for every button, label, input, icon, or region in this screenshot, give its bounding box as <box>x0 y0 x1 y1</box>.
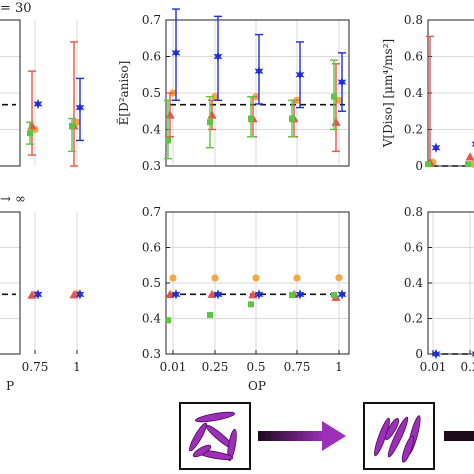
rod <box>194 411 236 423</box>
ylabel-text: Ẽ[D²aniso] <box>116 61 131 126</box>
data-point-circle <box>335 274 343 282</box>
x-tick-label: 0.01 <box>420 360 447 374</box>
chart-bottom-left: 0.75 1 <box>0 211 85 374</box>
data-point-star <box>75 102 85 113</box>
data-point-circle <box>335 96 343 104</box>
x-tick-label: 1 <box>73 360 81 374</box>
data-point-square <box>165 137 171 144</box>
ylabel-top-right: V[Diso] [μm⁴/ms²] <box>381 39 395 148</box>
data-point-star <box>254 65 264 77</box>
rod <box>227 428 237 462</box>
y-tick-label: 0.8 <box>404 13 423 27</box>
y-tick-label: 0.5 <box>142 86 161 100</box>
y-tick-label: 0.7 <box>142 13 161 27</box>
aligned-box <box>363 402 435 470</box>
data-point-star <box>75 289 85 300</box>
plot-frame <box>0 211 21 355</box>
data-point-star <box>337 289 347 300</box>
chart-top-left <box>0 19 85 167</box>
x-tick-label: 0.25 <box>202 360 229 374</box>
data-point-square <box>289 292 295 299</box>
y-tick-label: 0.6 <box>142 50 161 64</box>
data-point-star <box>295 69 305 80</box>
data-point-circle <box>211 93 219 101</box>
y-tick-label: 0.3 <box>142 347 161 361</box>
y-tick-label: 0 <box>415 159 423 173</box>
y-tick-label: 0.2 <box>404 312 423 326</box>
data-point-star <box>33 98 43 110</box>
data-point-square <box>69 122 75 129</box>
data-point-star <box>33 289 43 300</box>
arrow-head <box>322 421 346 451</box>
data-point-square <box>27 130 33 137</box>
data-point-square <box>248 301 254 308</box>
data-point-star <box>254 289 264 300</box>
data-point-square <box>331 292 337 299</box>
chart-top-right: 0 0.2 0.4 0.6 0.8 <box>404 13 474 173</box>
plot-frame <box>0 19 21 167</box>
data-point-square <box>425 161 431 168</box>
y-tick-label: 0.2 <box>404 123 423 137</box>
data-point-star <box>471 351 474 357</box>
data-point-circle <box>211 274 219 282</box>
data-point-star <box>471 141 474 147</box>
y-tick-label: 0.6 <box>404 50 423 64</box>
chart-bottom-middle: 0.3 0.4 0.5 0.6 0.7 0.01 0.25 0.5 0.75 1 <box>142 205 350 374</box>
data-point-square <box>465 161 471 168</box>
data-point-star <box>213 289 223 300</box>
data-point-star <box>171 47 181 59</box>
x-tick-label: 1 <box>335 360 343 374</box>
ylabel-text: V[Diso] [μm⁴/ms²] <box>381 39 395 148</box>
annotation-n-equals-30: = 30 <box>0 1 32 16</box>
data-point-star <box>431 348 441 360</box>
ylabel-top-middle: Ẽ[D²aniso] <box>116 61 131 126</box>
x-tick-label: 0.75 <box>284 360 311 374</box>
arrow-shaft-right <box>444 431 474 441</box>
y-tick-label: 0.7 <box>142 205 161 219</box>
data-point-square <box>331 93 337 100</box>
data-point-square <box>165 317 171 324</box>
xlabel-left-fragment: P <box>6 379 14 393</box>
rod <box>384 418 400 440</box>
xlabel-op: OP <box>248 379 266 393</box>
y-tick-label: 0 <box>415 347 423 361</box>
rod <box>192 444 212 458</box>
y-tick-label: 0.6 <box>142 241 161 255</box>
y-tick-label: 0.4 <box>404 86 423 100</box>
y-tick-label: 0.4 <box>142 123 161 137</box>
data-point-square <box>207 119 213 126</box>
x-tick-label: 0.5 <box>246 360 265 374</box>
x-tick-label: 0.01 <box>160 360 187 374</box>
chart-top-middle: 0.3 0.4 0.5 0.6 0.7 <box>142 8 350 173</box>
data-point-triangle <box>465 152 474 161</box>
data-point-circle <box>293 274 301 282</box>
data-point-star <box>213 51 223 62</box>
isotropic-box <box>179 402 251 470</box>
data-point-star <box>171 289 181 300</box>
y-tick-label: 0.5 <box>142 276 161 290</box>
arrow-shaft <box>258 431 324 441</box>
data-point-circle <box>169 274 177 282</box>
annotation-n-infinity: → ∞ <box>0 192 26 207</box>
x-tick-label: 0.75 <box>22 360 49 374</box>
data-point-square <box>248 115 254 122</box>
x-tick-label: 0.2 <box>460 360 474 374</box>
y-tick-label: 0.4 <box>142 312 161 326</box>
data-point-star <box>431 142 441 153</box>
rod <box>189 422 207 452</box>
data-point-square <box>289 115 295 122</box>
data-point-star <box>295 289 305 300</box>
y-tick-label: 0.6 <box>404 241 423 255</box>
y-tick-label: 0.3 <box>142 159 161 173</box>
data-point-star <box>337 76 347 88</box>
y-tick-label: 0.4 <box>404 276 423 290</box>
rod <box>401 435 415 463</box>
data-point-circle <box>252 274 260 282</box>
data-point-square <box>207 311 213 318</box>
chart-bottom-right: 0 0.2 0.4 0.6 0.8 0.01 0.2 <box>404 205 474 374</box>
rod <box>387 416 409 458</box>
y-tick-label: 0.8 <box>404 205 423 219</box>
